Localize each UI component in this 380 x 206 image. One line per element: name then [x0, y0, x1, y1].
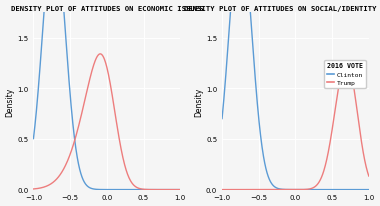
Title: DENSITY PLOT OF ATTITUDES ON SOCIAL/IDENTITY ISSUES: DENSITY PLOT OF ATTITUDES ON SOCIAL/IDEN… [184, 6, 380, 12]
Y-axis label: Density: Density [6, 87, 14, 116]
Legend: Clinton, Trump: Clinton, Trump [325, 61, 366, 88]
Title: DENSITY PLOT OF ATTITUDES ON ECONOMIC ISSUES: DENSITY PLOT OF ATTITUDES ON ECONOMIC IS… [11, 6, 203, 12]
Y-axis label: Density: Density [194, 87, 203, 116]
